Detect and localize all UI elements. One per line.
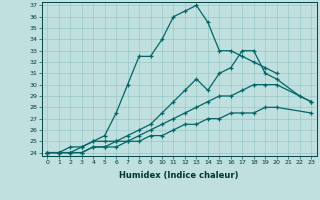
X-axis label: Humidex (Indice chaleur): Humidex (Indice chaleur) — [119, 171, 239, 180]
